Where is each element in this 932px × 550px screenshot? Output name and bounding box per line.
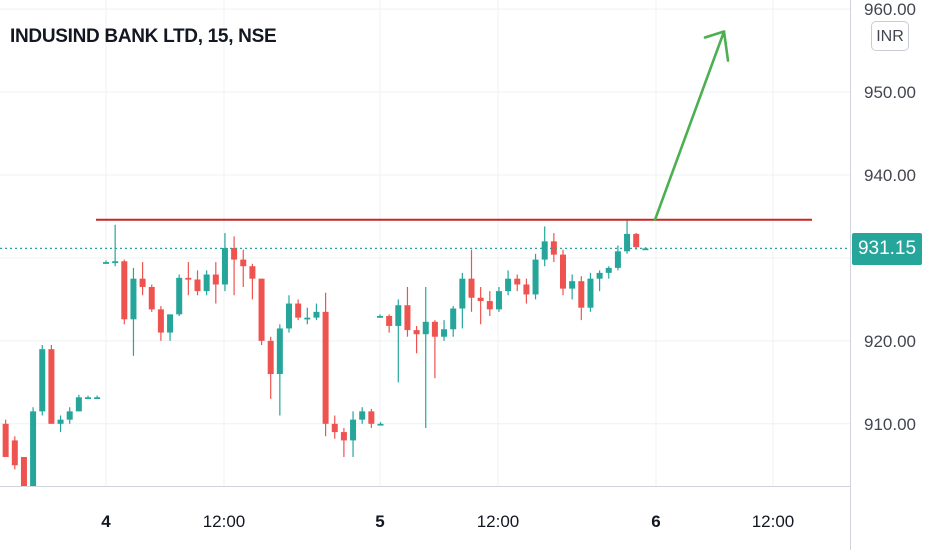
candle-body [313, 311, 320, 318]
candle-body [404, 305, 411, 331]
candle-body [94, 397, 101, 400]
candle-body [176, 277, 183, 315]
x-tick-label: 12:00 [752, 512, 795, 531]
candle-body [203, 274, 210, 292]
candle-body [642, 248, 649, 251]
candle-body [167, 314, 174, 333]
candle-body [431, 321, 438, 337]
candle-body [57, 419, 64, 424]
candle-body [541, 241, 548, 260]
candle-body [240, 259, 247, 267]
candle-body [359, 411, 366, 420]
candle-body [185, 277, 192, 280]
candle-body [121, 261, 128, 320]
candle-body [386, 315, 393, 326]
x-tick-label: 5 [375, 512, 384, 531]
candle-body [20, 456, 27, 486]
candle-body [66, 411, 73, 420]
candle-body [413, 330, 420, 335]
candle-body [75, 397, 82, 412]
drawings [0, 30, 850, 250]
candle-body [477, 297, 484, 302]
candle-body [221, 247, 228, 285]
candle-body [130, 278, 137, 320]
candle-body [569, 281, 576, 289]
candle-body [550, 241, 557, 255]
candle-body [523, 284, 530, 295]
candle-body [139, 278, 146, 287]
candle-body [368, 411, 375, 424]
candle-body [578, 281, 585, 308]
candle-body [276, 328, 283, 375]
candle-body [148, 286, 155, 310]
candle-body [468, 278, 475, 298]
y-tick-label: 910.00 [864, 415, 916, 434]
candle-body [322, 311, 329, 424]
y-tick-label: 940.00 [864, 166, 916, 185]
y-tick-label: 920.00 [864, 332, 916, 351]
x-tick-label: 12:00 [477, 512, 520, 531]
candle-body [422, 321, 429, 335]
candle-body [587, 278, 594, 308]
candle-body [11, 440, 18, 466]
candle-body [103, 262, 109, 264]
candle-body [441, 329, 448, 337]
candle-body [340, 432, 347, 441]
candle-body [395, 305, 402, 326]
y-tick-label: 950.00 [864, 83, 916, 102]
currency-badge[interactable]: INR [871, 21, 909, 51]
candles [2, 220, 649, 486]
current-price-tag: 931.15 [852, 233, 922, 265]
candle-body [624, 233, 631, 252]
x-tick-label: 12:00 [203, 512, 246, 531]
candle-body [212, 274, 219, 285]
candle-body [231, 247, 238, 260]
candle-body [605, 267, 612, 273]
candle-body [286, 303, 292, 329]
candle-body [258, 278, 265, 341]
candle-body [331, 423, 338, 433]
candle-body [85, 397, 91, 400]
candle-body [377, 423, 384, 426]
candle-body [532, 259, 539, 295]
candle-body [350, 419, 357, 441]
candle-body [495, 291, 502, 310]
candle-body [48, 349, 55, 424]
candle-body [112, 261, 119, 264]
candle-body [486, 301, 493, 310]
candle-body [514, 278, 521, 285]
x-tick-label: 6 [651, 512, 660, 531]
candle-body [30, 411, 37, 486]
trend-arrow-head [703, 30, 730, 62]
candle-body [560, 254, 566, 289]
candle-body [459, 278, 466, 309]
candle-body [633, 233, 640, 248]
trend-arrow-shaft [653, 30, 726, 222]
candle-body [194, 279, 201, 292]
candle-body [267, 340, 274, 375]
candle-body [295, 303, 302, 318]
grid-lines [0, 0, 850, 486]
candle-body [304, 317, 311, 320]
x-tick-label: 4 [101, 512, 111, 531]
candle-body [157, 309, 164, 333]
candle-body [39, 349, 46, 412]
candle-body [2, 423, 9, 457]
candle-body [505, 278, 512, 292]
chart-title: INDUSIND BANK LTD, 15, NSE [10, 26, 277, 47]
candle-body [450, 308, 457, 330]
y-tick-label: 960.00 [864, 0, 916, 19]
candle-body [249, 266, 256, 279]
candle-body [614, 251, 621, 268]
candle-body [377, 315, 383, 318]
candle-body [596, 272, 603, 279]
